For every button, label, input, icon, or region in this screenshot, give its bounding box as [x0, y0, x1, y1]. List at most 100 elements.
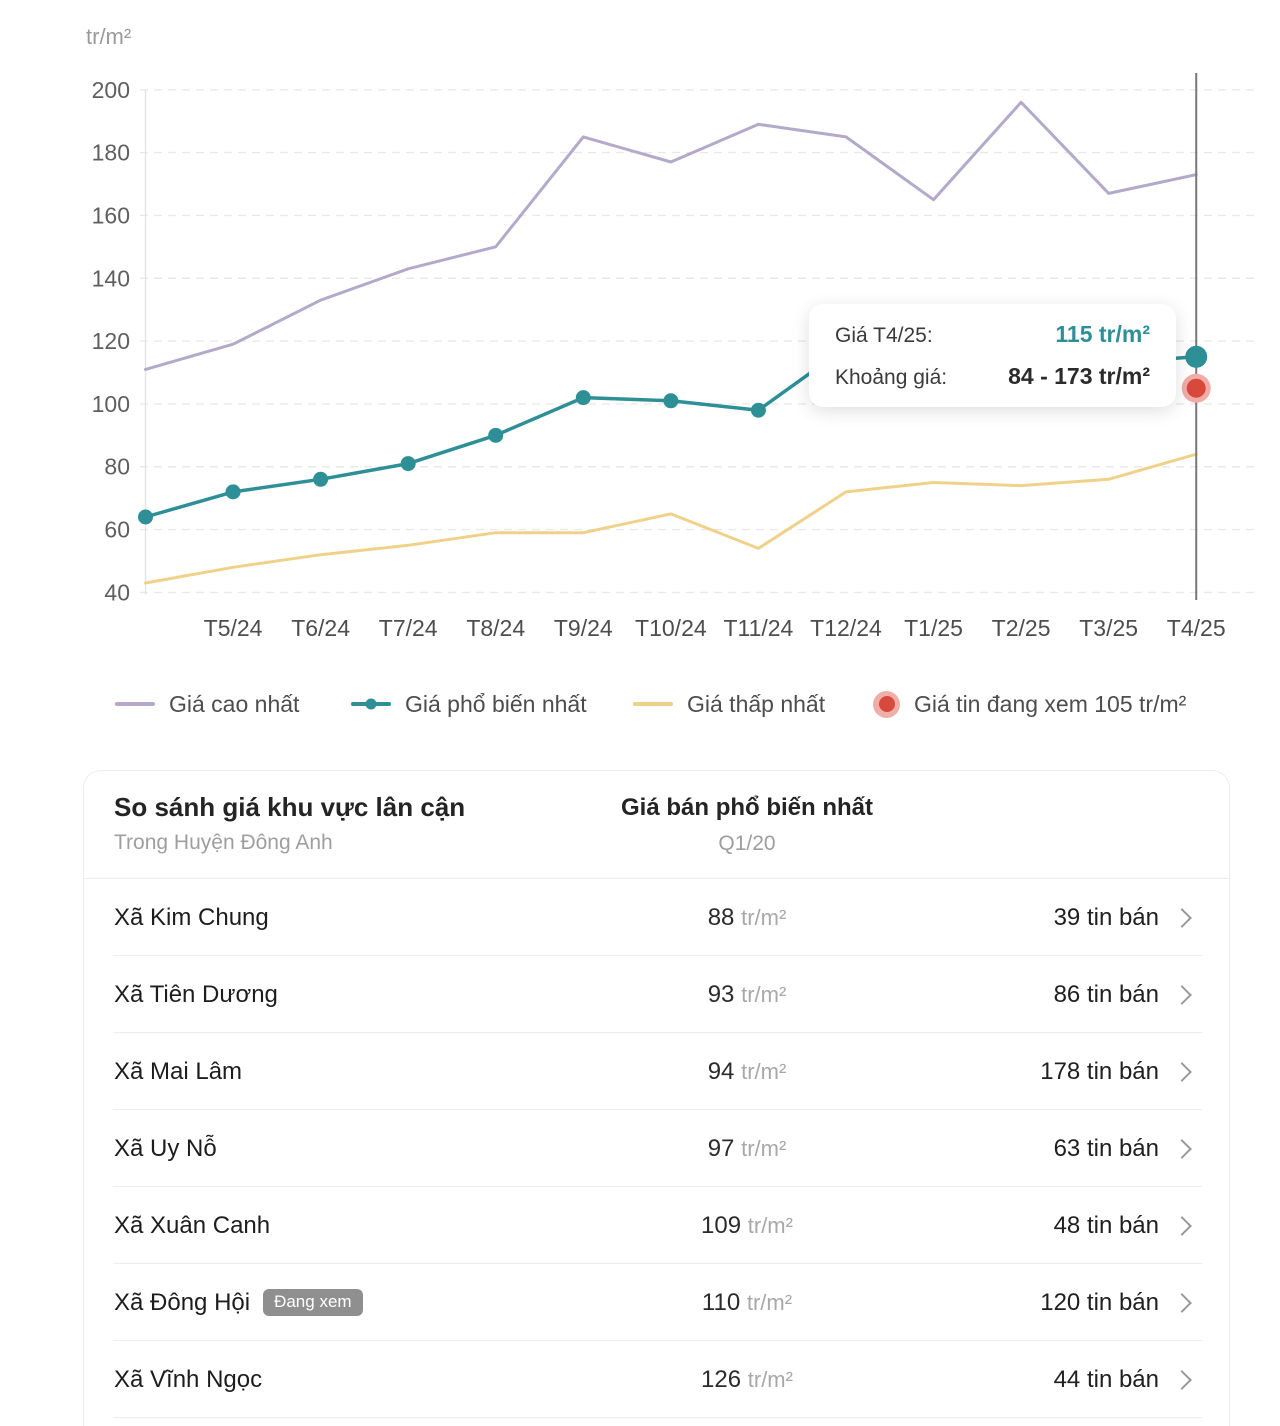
row-listings-cell: 63 tin bán — [1054, 1135, 1192, 1163]
row-name-cell: Xã Uy Nỗ — [114, 1135, 217, 1163]
row-listings-cell: 178 tin bán — [1040, 1057, 1192, 1086]
series-point — [663, 393, 679, 409]
row-price-value: 109 — [701, 1211, 748, 1239]
x-tick-label: T9/24 — [554, 615, 613, 641]
tooltip-range-value: 84 - 173 tr/m² — [1008, 363, 1150, 389]
lowest-price-line-swatch-icon — [633, 702, 673, 706]
price-column-subheader: Q1/20 — [718, 832, 776, 855]
comparison-row[interactable]: Xã Mai Lâm 94 tr/m² 178 tin bán — [84, 1033, 1229, 1110]
row-price-unit: tr/m² — [741, 981, 787, 1007]
row-listings-cell: 48 tin bán — [1053, 1211, 1192, 1240]
row-price-cell: 97 tr/m² — [708, 1135, 787, 1163]
series-line — [144, 452, 1198, 585]
x-tick-label: T8/24 — [466, 615, 525, 641]
row-price-unit: tr/m² — [741, 904, 787, 930]
row-area-name: Xã Đông Hội — [114, 1288, 251, 1316]
chevron-right-icon — [1172, 1138, 1192, 1159]
tooltip-range-label: Khoảng giá: — [835, 366, 948, 389]
chevron-right-icon — [1172, 984, 1192, 1005]
comparison-row[interactable]: Xã Uy Nỗ 97 tr/m² 63 tin bán — [84, 1110, 1229, 1187]
row-area-name: Xã Kim Chung — [114, 903, 269, 931]
row-price-cell: 94 tr/m² — [708, 1058, 787, 1086]
series-point — [313, 471, 329, 487]
row-listings: 48 tin bán — [1053, 1211, 1159, 1239]
x-tick-label: T2/25 — [992, 615, 1051, 641]
chevron-right-icon — [1172, 1215, 1192, 1236]
x-tick-label: T7/24 — [379, 615, 438, 641]
x-tick-label: T3/25 — [1079, 615, 1138, 641]
y-tick-label: 120 — [92, 328, 130, 354]
row-price-unit: tr/m² — [741, 1135, 787, 1161]
row-listings: 86 tin bán — [1053, 980, 1159, 1008]
highest-price-line-swatch-icon — [115, 702, 155, 706]
chevron-right-icon — [1172, 1369, 1192, 1390]
comparison-row[interactable]: Xã Xuân Canh 109 tr/m² 48 tin bán — [84, 1187, 1229, 1264]
tooltip-price-value: 115 tr/m² — [1055, 321, 1150, 347]
row-price-value: 110 — [701, 1288, 747, 1316]
row-price-cell: 110 tr/m² — [702, 1289, 792, 1317]
comparison-row[interactable]: Xã Đông Hội Đang xem 110 tr/m² 120 tin b… — [84, 1264, 1229, 1341]
row-name-cell: Xã Kim Chung — [114, 904, 269, 932]
series-point — [750, 402, 766, 418]
row-listings-cell: 120 tin bán — [1040, 1288, 1192, 1317]
x-tick-label: T1/25 — [904, 615, 963, 641]
comparison-row[interactable]: Xã Tiên Dương 93 tr/m² 86 tin bán — [84, 956, 1229, 1033]
row-price-value: 97 — [707, 1134, 742, 1162]
series-point — [488, 427, 504, 443]
row-name-cell: Xã Vĩnh Ngọc — [114, 1366, 262, 1394]
row-name-cell: Xã Tiên Dương — [114, 981, 278, 1009]
price-column-header: Giá bán phổ biến nhất — [621, 794, 873, 821]
row-price-value: 88 — [707, 903, 742, 931]
series-line — [144, 100, 1198, 371]
y-tick-label: 160 — [92, 202, 130, 228]
x-tick-label: T4/25 — [1167, 615, 1226, 641]
comparison-row[interactable]: Xã Vĩnh Ngọc 126 tr/m² 44 tin bán — [84, 1341, 1229, 1418]
row-area-name: Xã Mai Lâm — [114, 1057, 243, 1085]
row-price-cell: 126 tr/m² — [701, 1366, 793, 1394]
row-price-value: 126 — [701, 1365, 748, 1393]
legend-item-most-common-price: Giá phổ biến nhất — [351, 686, 587, 722]
row-name-cell: Xã Mai Lâm — [114, 1058, 242, 1086]
row-price-cell: 93 tr/m² — [708, 981, 787, 1009]
tooltip-range-row: Khoảng giá: 84 - 173 tr/m² — [835, 363, 1150, 390]
row-area-name: Xã Xuân Canh — [114, 1211, 271, 1239]
tooltip-price-label: Giá T4/25: — [835, 324, 933, 347]
legend-item-viewing-price: Giá tin đang xem 105 tr/m² — [873, 686, 1186, 722]
x-tick-label: T5/24 — [204, 615, 263, 641]
row-listings: 44 tin bán — [1053, 1365, 1159, 1393]
y-tick-label: 140 — [92, 265, 130, 291]
legend-item-lowest-price: Giá thấp nhất — [633, 686, 825, 722]
row-price-value: 94 — [707, 1057, 742, 1085]
row-price-unit: tr/m² — [741, 1058, 787, 1084]
row-name-cell: Xã Xuân Canh — [114, 1212, 270, 1240]
row-area-name: Xã Tiên Dương — [114, 980, 278, 1008]
row-viewing-badge: Đang xem — [263, 1289, 363, 1316]
row-price-value: 93 — [707, 980, 742, 1008]
row-area-name: Xã Uy Nỗ — [114, 1134, 217, 1162]
y-axis-unit-label: tr/m² — [86, 24, 132, 49]
x-tick-label: T6/24 — [291, 615, 350, 641]
series-point — [400, 456, 416, 472]
row-price-unit: tr/m² — [747, 1212, 793, 1238]
series-point — [225, 484, 241, 500]
row-area-name: Xã Vĩnh Ngọc — [114, 1365, 263, 1393]
current-price-dot — [1185, 345, 1208, 368]
row-listings-cell: 86 tin bán — [1053, 980, 1192, 1009]
row-listings-cell: 39 tin bán — [1054, 904, 1192, 932]
viewing-price-dot-icon — [873, 690, 900, 718]
row-listings: 120 tin bán — [1040, 1288, 1159, 1316]
x-tick-label: T12/24 — [810, 615, 882, 641]
row-name-cell: Xã Đông Hội Đang xem — [114, 1289, 363, 1317]
viewing-price-dot — [1186, 378, 1206, 398]
row-listings-cell: 44 tin bán — [1053, 1365, 1192, 1394]
x-tick-label: T11/24 — [723, 615, 793, 641]
comparison-row[interactable]: Xã Kim Chung 88 tr/m² 39 tin bán — [84, 879, 1229, 956]
series-point — [138, 509, 153, 525]
tooltip-price-row: Giá T4/25: 115 tr/m² — [835, 321, 1150, 348]
legend-item-highest-price: Giá cao nhất — [115, 686, 299, 722]
row-listings: 178 tin bán — [1040, 1057, 1159, 1085]
y-tick-label: 200 — [92, 77, 130, 103]
common-price-line-swatch-icon — [351, 698, 391, 710]
comparison-subtitle: Trong Huyện Đông Anh — [114, 831, 333, 854]
